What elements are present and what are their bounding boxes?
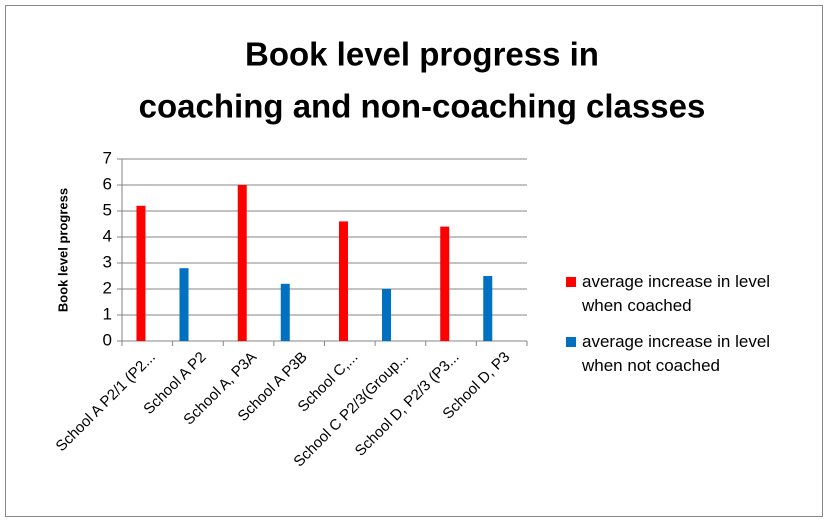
bar <box>483 276 493 341</box>
legend-label: average increase in level when not coach… <box>582 332 771 375</box>
y-tick-label: 4 <box>103 226 112 245</box>
bar <box>136 205 146 341</box>
y-tick-label: 5 <box>103 200 112 219</box>
y-tick-label: 3 <box>103 252 112 271</box>
bar <box>280 283 290 341</box>
legend-label: average increase in level when coached <box>582 272 771 315</box>
bar <box>179 268 189 341</box>
bar <box>338 221 348 341</box>
legend-item: average increase in level when coached <box>566 270 806 318</box>
chart-title: Book level progress in <box>245 36 599 73</box>
chart-title: coaching and non-coaching classes <box>139 88 706 125</box>
bar <box>237 185 247 341</box>
y-tick-label: 1 <box>103 304 112 323</box>
bar <box>382 289 392 341</box>
legend-swatch <box>566 277 576 287</box>
y-tick-label: 7 <box>103 148 112 167</box>
chart-border <box>5 5 823 517</box>
legend-swatch <box>566 337 576 347</box>
y-axis-label: Book level progress <box>55 188 70 312</box>
legend-item: average increase in level when not coach… <box>566 330 806 378</box>
legend: average increase in level when coached av… <box>566 270 806 390</box>
y-tick-label: 2 <box>103 278 112 297</box>
bar <box>440 226 450 341</box>
y-tick-label: 0 <box>103 330 112 349</box>
y-tick-label: 6 <box>103 174 112 193</box>
